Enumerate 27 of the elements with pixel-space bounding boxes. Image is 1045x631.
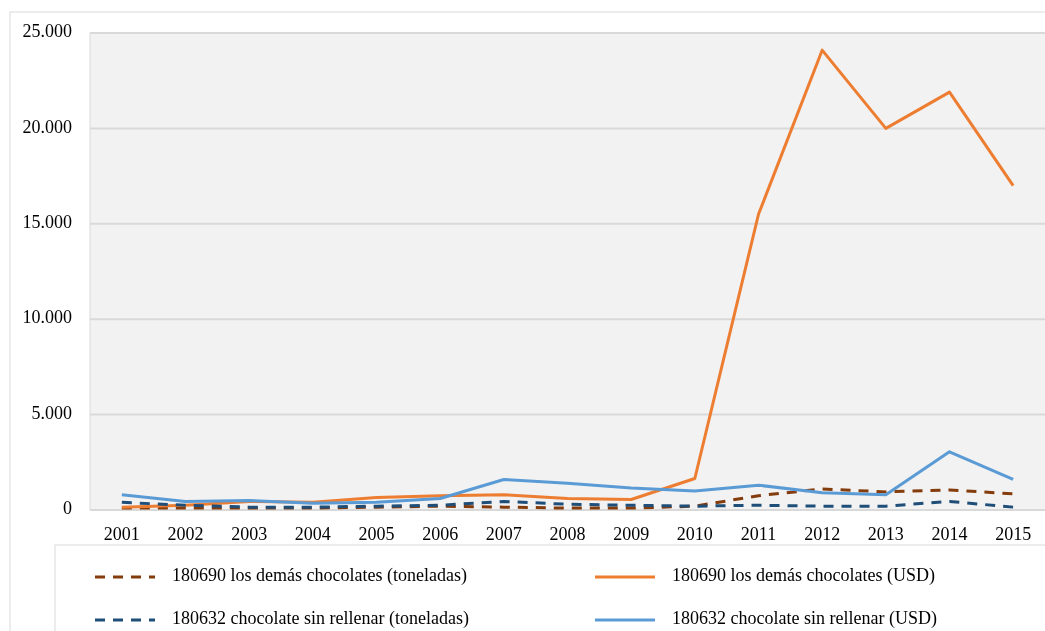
y-tick-label: 5.000 xyxy=(31,402,72,423)
x-tick-label: 2015 xyxy=(995,524,1032,544)
x-tick-label: 2004 xyxy=(294,524,331,544)
y-tick-label: 10.000 xyxy=(22,307,72,328)
legend-label: 180690 los demás chocolates (USD) xyxy=(672,565,935,587)
x-tick-label: 2008 xyxy=(549,524,586,544)
y-tick-label: 25.000 xyxy=(22,21,72,42)
x-tick-label: 2014 xyxy=(931,524,968,544)
x-tick-label: 2013 xyxy=(867,524,904,544)
legend-label: 180632 chocolate sin rellenar (toneladas) xyxy=(172,608,469,630)
legend-label: 180690 los demás chocolates (toneladas) xyxy=(172,565,467,587)
x-tick-label: 2010 xyxy=(676,524,713,544)
x-tick-label: 2007 xyxy=(485,524,522,544)
x-tick-label: 2009 xyxy=(613,524,650,544)
x-tick-label: 2012 xyxy=(804,524,841,544)
x-tick-label: 2003 xyxy=(231,524,268,544)
x-tick-label: 2002 xyxy=(167,524,204,544)
y-tick-label: 0 xyxy=(63,498,72,519)
legend-label: 180632 chocolate sin rellenar (USD) xyxy=(672,608,937,630)
x-tick-label: 2006 xyxy=(422,524,459,544)
x-tick-label: 2005 xyxy=(358,524,395,544)
x-tick-label: 2001 xyxy=(103,524,140,544)
line-series xyxy=(120,450,1015,505)
y-tick-label: 20.000 xyxy=(22,116,72,137)
y-tick-label: 15.000 xyxy=(22,211,72,232)
x-tick-label: 2011 xyxy=(740,524,777,544)
line-series xyxy=(120,487,1015,510)
